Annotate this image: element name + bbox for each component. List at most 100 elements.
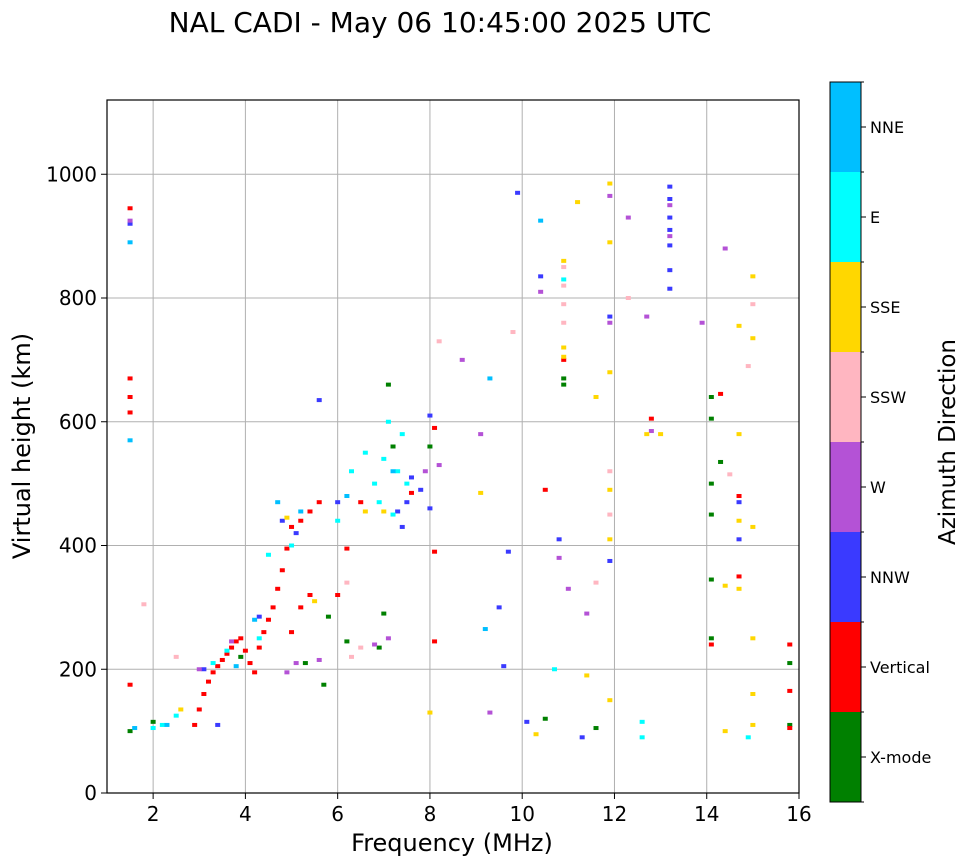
data-point-x-mode — [561, 382, 567, 387]
data-point-sse — [575, 200, 581, 205]
data-point-sse — [561, 258, 567, 263]
chart-title: NAL CADI - May 06 10:45:00 2025 UTC — [169, 6, 712, 39]
data-point-nnw — [335, 500, 341, 505]
y-axis-label: Virtual height (km) — [8, 333, 36, 559]
data-point-nnw — [427, 506, 433, 511]
data-point-e — [349, 469, 355, 474]
data-points — [127, 181, 793, 740]
data-point-nne — [275, 500, 281, 505]
data-point-nne — [538, 218, 544, 223]
data-point-nnw — [496, 605, 502, 610]
data-point-ssw — [344, 580, 350, 585]
data-point-sse — [750, 636, 756, 641]
data-point-sse — [736, 518, 742, 523]
data-point-nne — [344, 494, 350, 498]
data-point-nnw — [667, 197, 673, 201]
data-point-w — [607, 193, 613, 198]
data-point-x-mode — [708, 512, 714, 517]
data-point-x-mode — [150, 719, 156, 724]
data-point-sse — [736, 432, 742, 437]
data-point-w — [284, 670, 290, 675]
data-point-vertical — [344, 546, 350, 551]
data-point-e — [390, 512, 396, 517]
data-point-sse — [644, 432, 650, 437]
data-point-vertical — [261, 630, 267, 635]
data-point-sse — [607, 487, 613, 492]
data-point-vertical — [265, 617, 271, 622]
data-point-sse — [561, 345, 567, 350]
data-point-x-mode — [427, 444, 433, 449]
data-point-e — [289, 543, 295, 548]
colorbar-segment-sse — [830, 262, 861, 352]
data-point-vertical — [242, 648, 248, 653]
data-point-w — [625, 215, 631, 220]
data-point-nne — [164, 722, 170, 727]
y-tick-label: 1000 — [46, 162, 97, 186]
data-point-w — [478, 432, 484, 437]
data-point-ssw — [358, 645, 364, 650]
data-point-nne — [233, 664, 239, 669]
colorbar-segment-nne — [830, 82, 861, 172]
data-point-e — [376, 500, 382, 505]
data-point-ssw — [561, 283, 567, 288]
y-tick-label: 800 — [59, 286, 97, 310]
data-point-vertical — [561, 357, 567, 362]
data-point-e — [265, 552, 271, 557]
data-point-sse — [722, 729, 728, 734]
data-point-sse — [478, 490, 484, 495]
data-point-e — [381, 456, 387, 461]
x-tick-label: 16 — [786, 802, 811, 826]
data-point-ssw — [727, 472, 733, 477]
data-point-vertical — [127, 682, 133, 687]
data-point-x-mode — [325, 614, 331, 619]
data-point-nnw — [607, 558, 613, 563]
data-point-vertical — [215, 664, 221, 669]
x-axis-label: Frequency (MHz) — [351, 829, 553, 857]
data-point-vertical — [432, 639, 438, 644]
data-point-ssw — [607, 512, 613, 517]
data-point-nne — [252, 617, 258, 622]
x-tick-label: 2 — [147, 802, 160, 826]
colorbar-label: Azimuth Direction — [935, 339, 961, 545]
data-point-x-mode — [238, 654, 244, 659]
data-point-vertical — [252, 670, 258, 675]
data-point-sse — [381, 509, 387, 514]
data-point-e — [362, 450, 368, 455]
data-point-e — [256, 636, 262, 641]
grid-lines — [107, 100, 800, 794]
x-tick-label: 6 — [331, 802, 344, 826]
data-point-sse — [533, 732, 539, 737]
data-point-ssw — [750, 302, 756, 307]
data-point-nnw — [607, 314, 613, 319]
data-point-vertical — [307, 509, 313, 514]
data-point-x-mode — [787, 722, 793, 727]
data-point-e — [639, 735, 645, 740]
data-point-e — [745, 735, 751, 740]
data-point-w — [316, 657, 322, 662]
data-point-e — [561, 277, 567, 282]
data-point-vertical — [256, 645, 262, 650]
data-point-nnw — [395, 509, 401, 514]
colorbar-tick-label-nne: NNE — [870, 118, 904, 137]
axis-ticks: 2 4 6 8 10 12 14 16 0 200 400 600 800 1000 — [46, 162, 812, 826]
data-point-vertical — [233, 639, 239, 644]
data-point-ssw — [593, 580, 599, 585]
data-point-nnw — [538, 274, 544, 279]
data-point-e — [551, 667, 557, 672]
data-point-w — [436, 463, 442, 468]
data-point-vertical — [298, 605, 304, 610]
data-point-x-mode — [381, 611, 387, 616]
data-point-w — [556, 555, 562, 560]
data-point-vertical — [247, 661, 253, 666]
x-tick-label: 8 — [424, 802, 437, 826]
data-point-w — [667, 234, 673, 239]
data-point-x-mode — [708, 416, 714, 421]
data-point-sse — [750, 336, 756, 341]
data-point-ssw — [349, 654, 355, 659]
data-point-sse — [284, 515, 290, 520]
data-point-vertical — [736, 574, 742, 579]
data-point-sse — [362, 509, 368, 514]
data-point-e — [395, 469, 401, 474]
data-point-x-mode — [127, 729, 133, 734]
